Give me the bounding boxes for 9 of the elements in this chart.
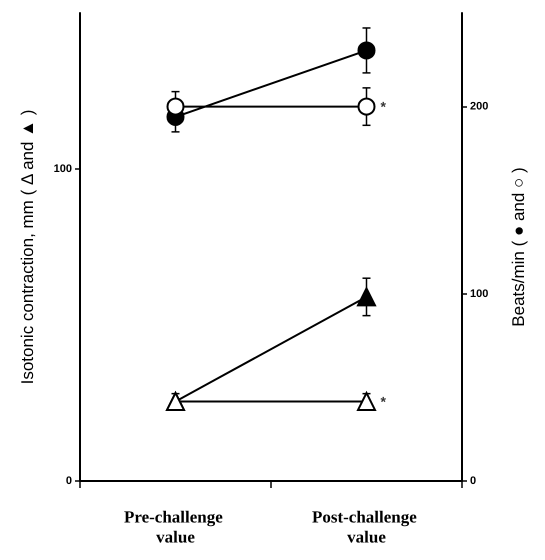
x-tick-label: Pre-challenge value <box>124 508 228 546</box>
y2-tick-label: 100 <box>470 288 488 300</box>
y2-tick-label: 200 <box>470 100 488 113</box>
y2-tick-label: 0 <box>470 475 476 487</box>
y2-axis-title: Beats/min ( ● and ○ ) <box>509 167 528 327</box>
annotation: * <box>380 98 386 115</box>
annotation: * <box>380 393 386 410</box>
y-axis-title: Isotonic contraction, mm ( Δ and ▲ ) <box>18 110 37 384</box>
x-tick-label: Post-challenge value <box>312 508 422 546</box>
